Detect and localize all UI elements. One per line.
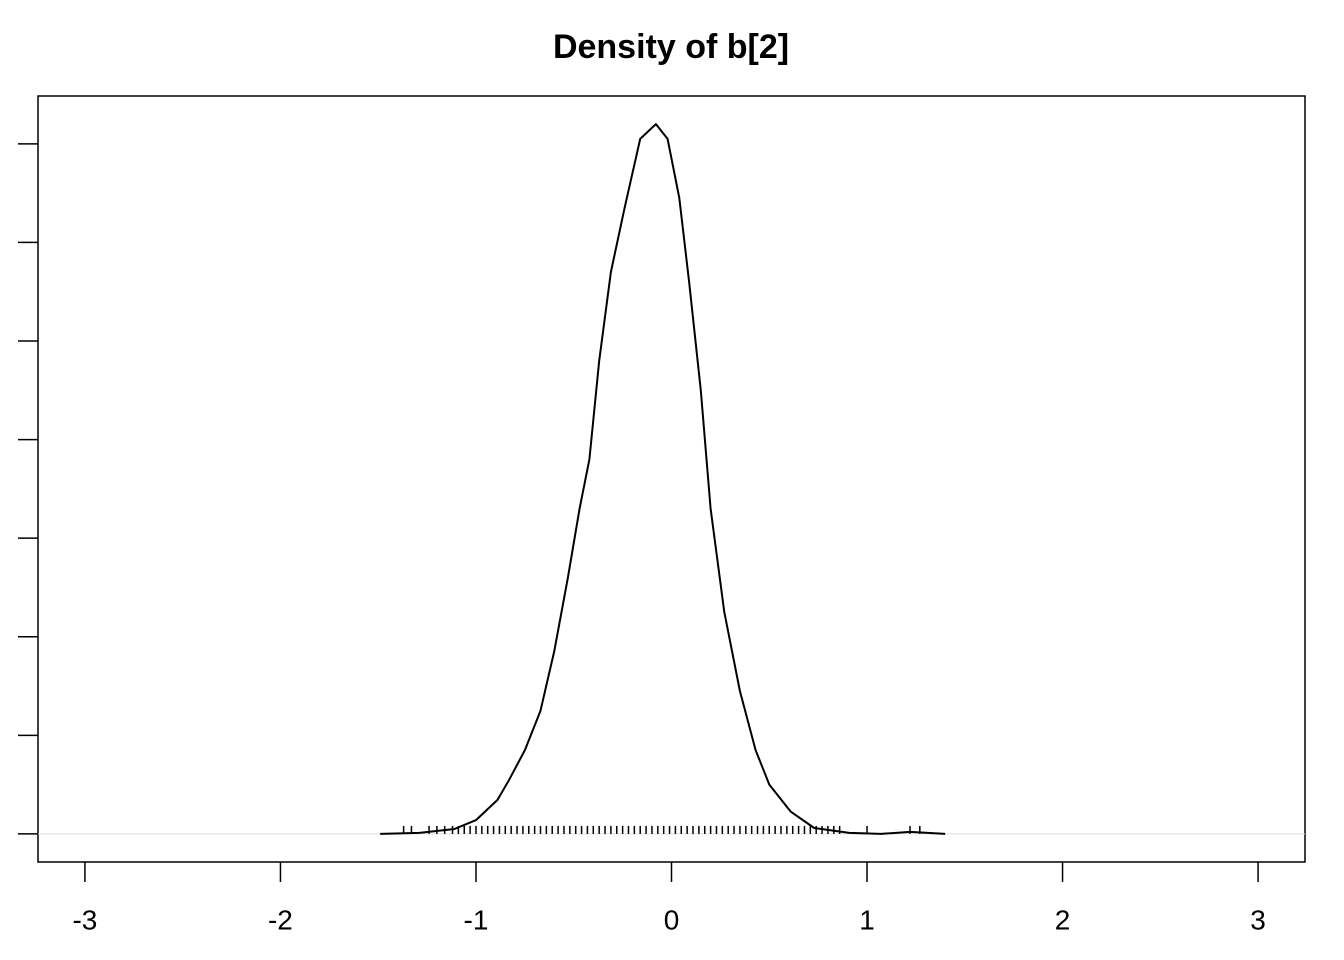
x-tick-label: -1	[464, 904, 489, 935]
x-tick-label: -2	[268, 904, 293, 935]
x-tick-label: 2	[1055, 904, 1071, 935]
x-tick-label: 3	[1250, 904, 1266, 935]
x-tick-label: 1	[859, 904, 875, 935]
plot-frame	[37, 95, 1306, 863]
x-tick-label: -3	[72, 904, 97, 935]
density-line	[380, 123, 946, 835]
x-tick-label: 0	[664, 904, 680, 935]
chart-title: Density of b[2]	[553, 28, 789, 66]
